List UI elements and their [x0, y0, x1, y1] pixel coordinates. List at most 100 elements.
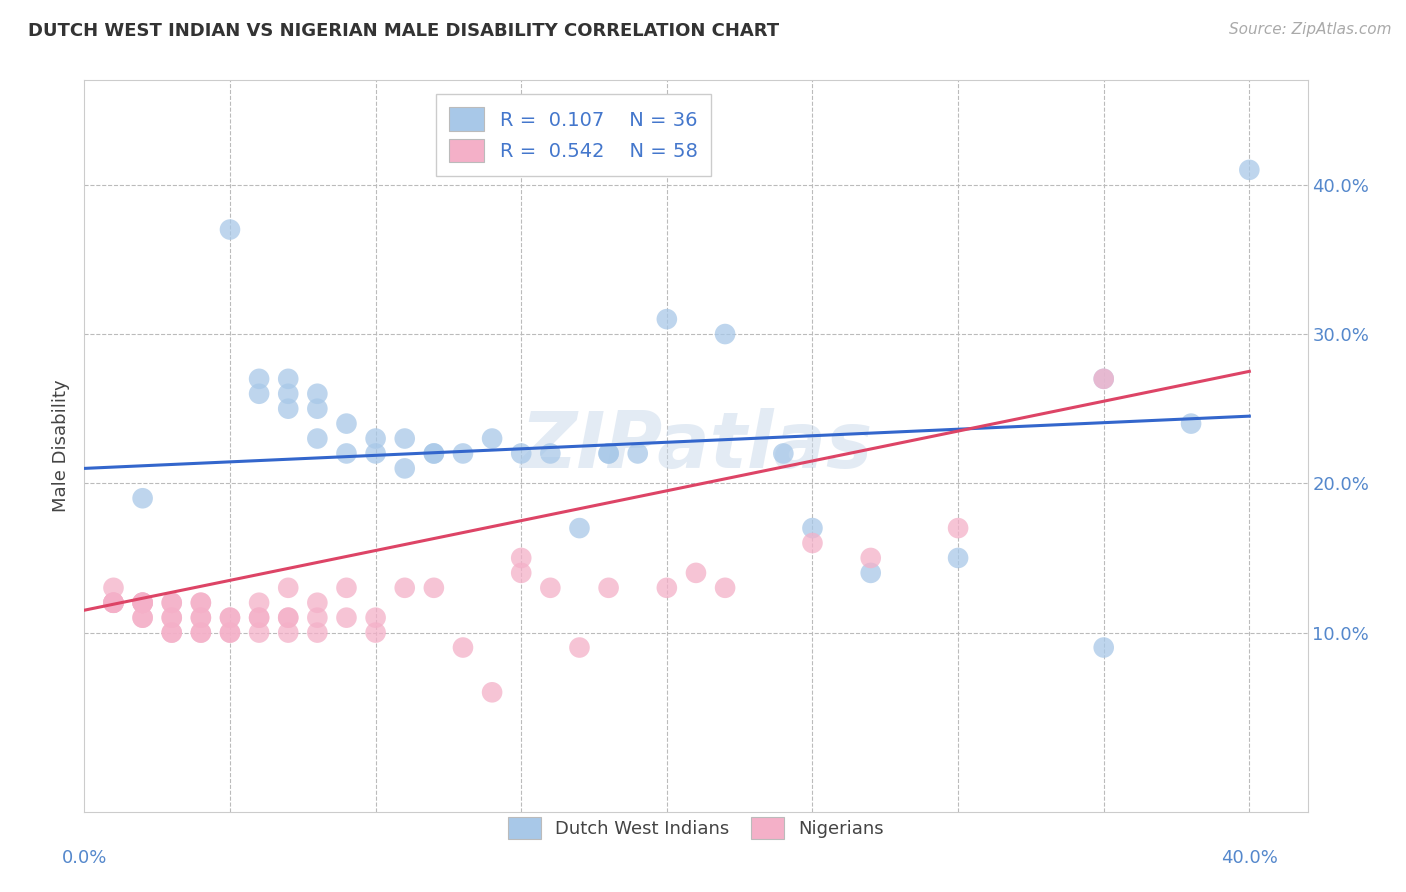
Point [423, 446, 446, 460]
Point [307, 401, 329, 416]
Point [219, 625, 242, 640]
Point [510, 446, 533, 460]
Point [307, 625, 329, 640]
Y-axis label: Male Disability: Male Disability [52, 380, 70, 512]
Point [859, 551, 882, 566]
Point [219, 610, 242, 624]
Point [946, 521, 969, 535]
Point [655, 312, 678, 326]
Text: Source: ZipAtlas.com: Source: ZipAtlas.com [1229, 22, 1392, 37]
Point [190, 596, 212, 610]
Point [568, 521, 591, 535]
Text: 0.0%: 0.0% [62, 849, 107, 867]
Point [1180, 417, 1202, 431]
Point [131, 610, 153, 624]
Point [277, 610, 299, 624]
Point [277, 610, 299, 624]
Point [801, 536, 824, 550]
Point [451, 640, 474, 655]
Point [598, 446, 620, 460]
Point [451, 446, 474, 460]
Point [510, 551, 533, 566]
Point [190, 625, 212, 640]
Point [247, 610, 270, 624]
Text: ZIPatlas: ZIPatlas [520, 408, 872, 484]
Point [335, 446, 357, 460]
Point [247, 610, 270, 624]
Point [335, 610, 357, 624]
Point [190, 596, 212, 610]
Text: DUTCH WEST INDIAN VS NIGERIAN MALE DISABILITY CORRELATION CHART: DUTCH WEST INDIAN VS NIGERIAN MALE DISAB… [28, 22, 779, 40]
Point [685, 566, 707, 580]
Point [1092, 640, 1115, 655]
Point [103, 596, 125, 610]
Point [859, 566, 882, 580]
Point [1092, 372, 1115, 386]
Point [423, 446, 446, 460]
Point [103, 581, 125, 595]
Point [160, 610, 183, 624]
Point [714, 326, 737, 341]
Point [307, 432, 329, 446]
Point [247, 386, 270, 401]
Point [103, 596, 125, 610]
Point [568, 640, 591, 655]
Point [394, 461, 416, 475]
Point [946, 551, 969, 566]
Point [277, 625, 299, 640]
Point [481, 685, 503, 699]
Point [510, 566, 533, 580]
Point [1092, 372, 1115, 386]
Point [131, 491, 153, 506]
Point [131, 596, 153, 610]
Point [219, 625, 242, 640]
Point [538, 446, 561, 460]
Point [160, 625, 183, 640]
Point [247, 372, 270, 386]
Legend: Dutch West Indians, Nigerians: Dutch West Indians, Nigerians [498, 806, 894, 850]
Point [219, 610, 242, 624]
Point [364, 610, 387, 624]
Point [190, 625, 212, 640]
Point [247, 625, 270, 640]
Point [423, 581, 446, 595]
Point [160, 596, 183, 610]
Point [714, 581, 737, 595]
Point [131, 596, 153, 610]
Point [131, 596, 153, 610]
Point [481, 432, 503, 446]
Point [772, 446, 794, 460]
Point [160, 610, 183, 624]
Point [598, 446, 620, 460]
Point [538, 581, 561, 595]
Point [307, 596, 329, 610]
Point [277, 372, 299, 386]
Point [801, 521, 824, 535]
Text: 40.0%: 40.0% [1220, 849, 1278, 867]
Point [103, 596, 125, 610]
Point [364, 625, 387, 640]
Point [190, 610, 212, 624]
Point [598, 581, 620, 595]
Point [307, 386, 329, 401]
Point [394, 581, 416, 595]
Point [131, 596, 153, 610]
Point [627, 446, 650, 460]
Point [655, 581, 678, 595]
Point [364, 432, 387, 446]
Point [247, 596, 270, 610]
Point [219, 222, 242, 236]
Point [277, 386, 299, 401]
Point [335, 581, 357, 595]
Point [160, 596, 183, 610]
Point [190, 610, 212, 624]
Point [277, 581, 299, 595]
Point [394, 432, 416, 446]
Point [1239, 162, 1261, 177]
Point [335, 417, 357, 431]
Point [160, 625, 183, 640]
Point [131, 610, 153, 624]
Point [364, 446, 387, 460]
Point [103, 596, 125, 610]
Point [307, 610, 329, 624]
